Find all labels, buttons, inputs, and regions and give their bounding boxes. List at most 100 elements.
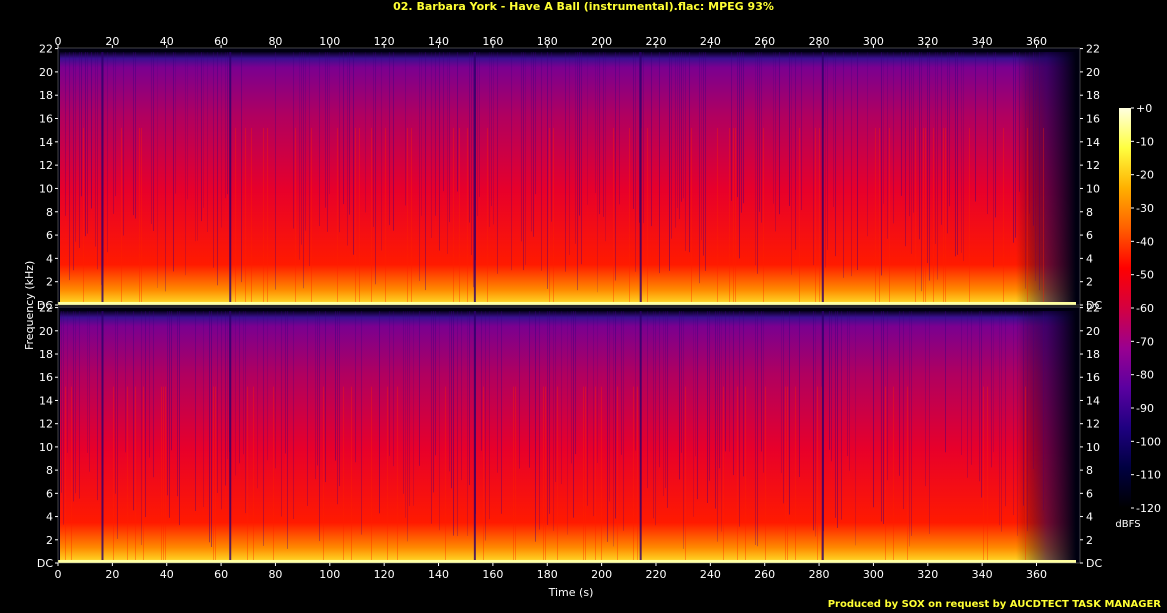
y-tick-label: 6 (1086, 487, 1093, 500)
dark-gap-line (101, 311, 104, 563)
y-tick-label: 14 (1086, 136, 1100, 149)
x-tick-label: 0 (55, 568, 62, 581)
x-tick-label: 200 (591, 35, 612, 48)
x-tick-label: 240 (700, 568, 721, 581)
x-tick-label: 220 (645, 568, 666, 581)
x-tick-label: 360 (1026, 568, 1047, 581)
colorbar-tick-label: -90 (1136, 402, 1154, 415)
dark-gap-line (473, 52, 476, 306)
x-tick-label: 340 (972, 35, 993, 48)
x-tick-label: 360 (1026, 35, 1047, 48)
x-tick-label: 40 (160, 35, 174, 48)
dark-gap-line (821, 52, 824, 306)
colorbar-tick-label: -40 (1136, 235, 1154, 248)
y-tick-label: 6 (46, 487, 53, 500)
x-tick-label: 160 (482, 568, 503, 581)
y-tick-label: 22 (1086, 302, 1100, 315)
y-tick-label: 22 (1086, 43, 1100, 56)
y-tick-label: 10 (39, 182, 53, 195)
y-tick-label: DC (37, 557, 53, 570)
y-tick-label: DC (1086, 299, 1102, 312)
x-tick-label: 240 (700, 35, 721, 48)
x-tick-label: 180 (537, 568, 558, 581)
x-tick-label: 300 (863, 568, 884, 581)
credit-text: Produced by SOX on request by AUCDTECT T… (827, 599, 1161, 610)
y-tick-label: 8 (46, 206, 53, 219)
colorbar-tick-label: -80 (1136, 369, 1154, 382)
x-tick-label: 280 (809, 568, 830, 581)
y-tick-label: 14 (39, 394, 53, 407)
channel-panel-1 (57, 47, 1081, 306)
x-tick-label: 120 (374, 35, 395, 48)
y-tick-label: 14 (39, 136, 53, 149)
y-tick-label: 22 (39, 302, 53, 315)
y-tick-label: 4 (1086, 252, 1093, 265)
colorbar-unit-label: dBFS (1115, 519, 1141, 530)
x-tick-label: 160 (482, 35, 503, 48)
y-tick-label: 20 (39, 66, 53, 79)
channel-panel-2 (57, 306, 1081, 564)
y-tick-label: 10 (1086, 441, 1100, 454)
dark-gap-line (229, 52, 232, 306)
x-tick-label: 80 (268, 35, 282, 48)
y-tick-label: 6 (46, 229, 53, 242)
x-tick-label: 200 (591, 568, 612, 581)
y-tick-label: 4 (1086, 511, 1093, 524)
x-tick-label: 140 (428, 568, 449, 581)
y-tick-label: 8 (1086, 206, 1093, 219)
colorbar-tick-label: -30 (1136, 202, 1154, 215)
colorbar-tick-label: +0 (1136, 102, 1152, 115)
dark-gap-line (639, 52, 642, 306)
x-tick-label: 140 (428, 35, 449, 48)
y-tick-label: 4 (46, 252, 53, 265)
y-tick-label: 2 (1086, 534, 1093, 547)
y-tick-label: 20 (39, 325, 53, 338)
dark-gap-line (101, 52, 104, 306)
y-tick-label: 16 (1086, 371, 1100, 384)
y-tick-label: 8 (46, 464, 53, 477)
y-tick-label: 2 (46, 534, 53, 547)
x-tick-label: 220 (645, 35, 666, 48)
y-tick-label: 12 (1086, 159, 1100, 172)
x-tick-label: 80 (268, 568, 282, 581)
x-tick-label: 320 (917, 35, 938, 48)
y-tick-label: 22 (39, 43, 53, 56)
x-tick-label: 100 (319, 568, 340, 581)
y-tick-label: 16 (39, 113, 53, 126)
y-tick-label: 10 (39, 441, 53, 454)
y-tick-label: 18 (1086, 89, 1100, 102)
y-tick-label: 12 (1086, 418, 1100, 431)
y-tick-label: 16 (39, 371, 53, 384)
y-tick-label: DC (1086, 557, 1102, 570)
y-tick-label: DC (37, 299, 53, 312)
y-tick-label: 6 (1086, 229, 1093, 242)
colorbar (1119, 108, 1131, 508)
y-tick-label: 18 (39, 89, 53, 102)
colorbar-tick-label: -110 (1136, 469, 1161, 482)
colorbar-tick-label: -60 (1136, 302, 1154, 315)
x-tick-label: 320 (917, 568, 938, 581)
x-tick-label: 280 (809, 35, 830, 48)
x-tick-label: 20 (105, 35, 119, 48)
y-tick-label: 20 (1086, 66, 1100, 79)
y-axis-label: Frequency (kHz) (23, 260, 36, 350)
x-tick-label: 100 (319, 35, 340, 48)
y-tick-label: 18 (1086, 348, 1100, 361)
x-tick-label: 340 (972, 568, 993, 581)
x-tick-label: 40 (160, 568, 174, 581)
x-tick-label: 60 (214, 35, 228, 48)
y-tick-label: 12 (39, 159, 53, 172)
x-axis-label: Time (s) (548, 586, 594, 599)
chart-title: 02. Barbara York - Have A Ball (instrume… (393, 0, 774, 13)
dark-gap-line (229, 311, 232, 563)
x-tick-label: 60 (214, 568, 228, 581)
y-tick-label: 18 (39, 348, 53, 361)
dark-gap-line (473, 311, 476, 563)
dark-gap-line (639, 311, 642, 563)
colorbar-tick-label: -50 (1136, 269, 1154, 282)
y-tick-label: 14 (1086, 394, 1100, 407)
y-tick-label: 20 (1086, 325, 1100, 338)
colorbar-tick-label: -10 (1136, 135, 1154, 148)
y-tick-label: 16 (1086, 113, 1100, 126)
y-tick-label: 8 (1086, 464, 1093, 477)
